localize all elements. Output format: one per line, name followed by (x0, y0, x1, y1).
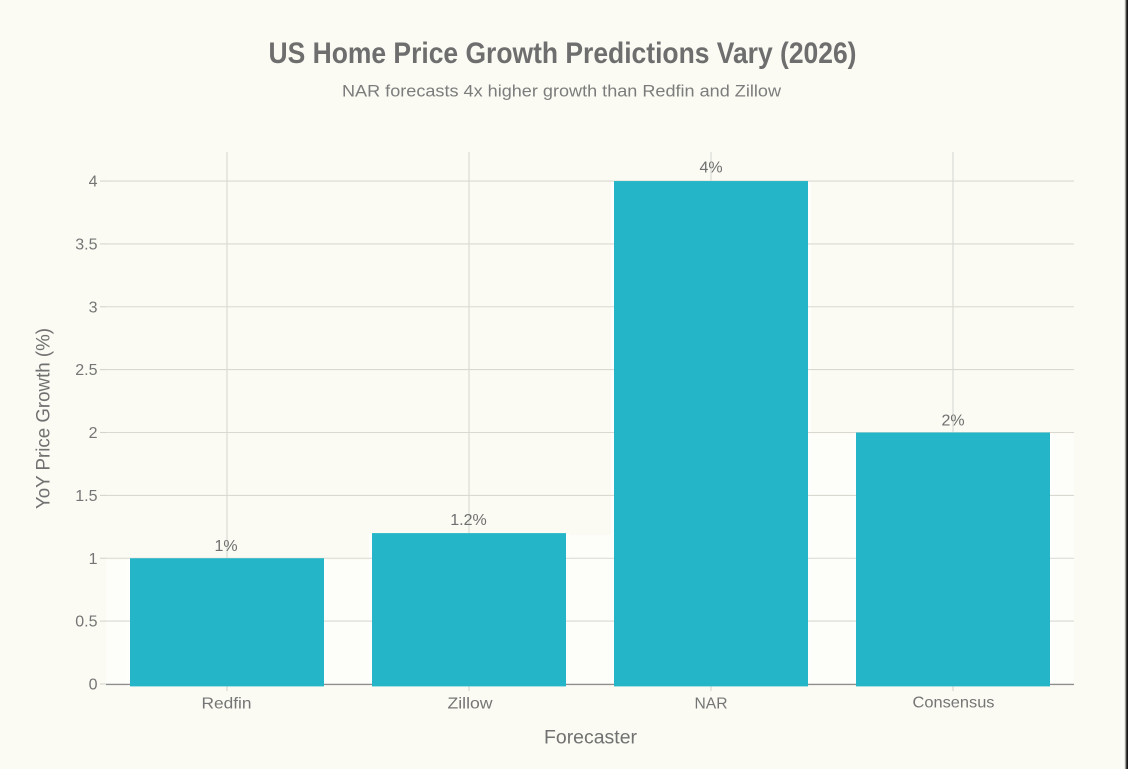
svg-text:NAR forecasts 4x higher growth: NAR forecasts 4x higher growth than Redf… (342, 83, 781, 101)
svg-text:1.2%: 1.2% (450, 512, 486, 529)
svg-text:1.5: 1.5 (75, 488, 97, 505)
svg-text:2: 2 (89, 425, 98, 442)
svg-text:1%: 1% (214, 538, 237, 555)
svg-text:YoY Price Growth (%): YoY Price Growth (%) (34, 328, 55, 509)
svg-text:Zillow: Zillow (448, 696, 493, 713)
svg-text:Redfin: Redfin (202, 696, 252, 713)
svg-text:3.5: 3.5 (75, 236, 97, 253)
svg-text:2.5: 2.5 (75, 362, 97, 379)
svg-text:US Home Price Growth Predictio: US Home Price Growth Predictions Vary (2… (269, 37, 857, 70)
svg-text:4%: 4% (699, 160, 722, 177)
svg-text:NAR: NAR (695, 696, 728, 713)
svg-text:1: 1 (89, 551, 98, 568)
svg-text:Consensus: Consensus (913, 695, 995, 712)
svg-text:0.5: 0.5 (75, 614, 97, 631)
svg-text:0: 0 (89, 677, 98, 694)
svg-text:Forecaster: Forecaster (544, 728, 638, 749)
svg-text:2%: 2% (941, 413, 964, 430)
svg-text:4: 4 (89, 174, 98, 191)
svg-text:3: 3 (89, 299, 98, 316)
